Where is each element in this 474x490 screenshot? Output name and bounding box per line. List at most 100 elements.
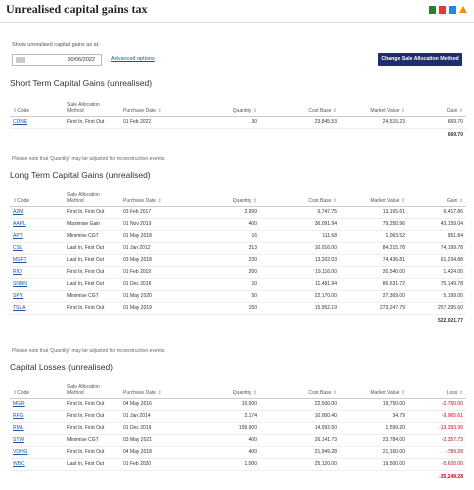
total-row: 522,021.77 [10, 313, 466, 327]
cell: 1,599.20 [340, 422, 408, 435]
holding-row: MSFT Last In, First Out 03 May 2018 230 13,2… [10, 254, 466, 267]
code-link[interactable]: MSFT [10, 254, 64, 267]
code-link[interactable]: CSL [10, 242, 64, 255]
cell [10, 313, 64, 327]
column-header[interactable]: Cost Base [260, 92, 340, 117]
column-header[interactable]: Market Value [340, 184, 408, 207]
column-header[interactable]: Gain [408, 92, 466, 117]
date-value: 30/06/2022 [67, 57, 95, 63]
change-method-button[interactable]: Change Sale Allocation Method [378, 53, 462, 66]
cell: 20,540.00 [340, 266, 408, 279]
cell [340, 313, 408, 327]
cell: 10,016.00 [260, 242, 340, 255]
cell [120, 313, 190, 327]
total-row: 669.70 [10, 127, 466, 141]
cell: 61,234.88 [408, 254, 466, 267]
total-value: 669.70 [408, 127, 466, 141]
code-link[interactable]: SNBN [10, 278, 64, 291]
cell: 10 [190, 278, 260, 291]
cell: Last In, First Out [64, 278, 120, 291]
column-header[interactable]: Loss [408, 376, 466, 399]
cell: Minimise CGT [64, 290, 120, 303]
column-header[interactable]: Purchase Date [120, 92, 190, 117]
column-header[interactable]: Quantity [190, 184, 260, 207]
cell: 03 Feb 2017 [120, 206, 190, 219]
date-input[interactable]: 30/06/2022 [12, 54, 102, 66]
cell: Maximise Gain [64, 218, 120, 231]
holding-row: WBC Last In, First Out 01 Feb 2020 1,000 25,… [10, 458, 466, 471]
cell: 400 [190, 446, 260, 459]
cell: -2,750.00 [408, 398, 466, 411]
excel-icon[interactable] [429, 6, 436, 14]
section-heading: Capital Losses (unrealised) [10, 362, 113, 372]
column-header[interactable]: Purchase Date [120, 184, 190, 207]
cell: 230 [190, 254, 260, 267]
cell: Minimise CGT [64, 434, 120, 447]
cell: -789.28 [408, 446, 466, 459]
cell: Minimise CGT [64, 230, 120, 243]
cell: 16 [190, 230, 260, 243]
share-icon[interactable] [459, 6, 467, 13]
cell: 75,149.78 [408, 278, 466, 291]
column-header[interactable]: Cost Base [260, 376, 340, 399]
cell: 01 Jan 2012 [120, 242, 190, 255]
toolbar-icons[interactable] [428, 4, 468, 16]
code-link[interactable]: AAPL [10, 218, 64, 231]
word-icon[interactable] [449, 6, 456, 14]
cell: 15,952.19 [260, 302, 340, 315]
cell: 74,199.78 [408, 242, 466, 255]
cell: 30 [190, 116, 260, 129]
holding-row: A2M First In, First Out 03 Feb 2017 2,999 6,… [10, 206, 466, 219]
column-header[interactable]: Code [10, 376, 64, 399]
cell: 01 Jan 2014 [120, 410, 190, 423]
cell [120, 469, 190, 483]
cell: First In, First Out [64, 446, 120, 459]
cell: 01 Nov 2019 [120, 218, 190, 231]
cell: 19,750.00 [340, 398, 408, 411]
cell: 01 Feb 2020 [120, 458, 190, 471]
code-link[interactable]: WBC [10, 458, 64, 471]
code-link[interactable]: TSLA [10, 302, 64, 315]
code-link[interactable]: SPY [10, 290, 64, 303]
cell: 01 Dec 2019 [120, 422, 190, 435]
code-link[interactable]: CDNE [10, 116, 64, 129]
code-link[interactable]: APT [10, 230, 64, 243]
column-header[interactable]: Gain [408, 184, 466, 207]
code-link[interactable]: RFG [10, 410, 64, 423]
cell [120, 127, 190, 141]
cell: 200 [190, 266, 260, 279]
column-header[interactable]: Market Value [340, 376, 408, 399]
cell: 951.84 [408, 230, 466, 243]
code-link[interactable]: RIO [10, 266, 64, 279]
code-link[interactable]: VDHG [10, 446, 64, 459]
cell: 23,784.00 [340, 434, 408, 447]
cell [340, 469, 408, 483]
column-header[interactable]: Quantity [190, 376, 260, 399]
cell: 19,116.00 [260, 266, 340, 279]
column-header[interactable]: Code [10, 184, 64, 207]
cell: 74,436.81 [340, 254, 408, 267]
pdf-icon[interactable] [439, 6, 446, 14]
cell [260, 127, 340, 141]
column-header: Sale Allocation Method [64, 92, 120, 117]
advanced-options-link[interactable]: Advanced options [111, 56, 155, 62]
holding-row: STW Minimise CGT 03 May 2021 400 26,141.73 23… [10, 434, 466, 447]
code-link[interactable]: MGR [10, 398, 64, 411]
cell: 25,120.00 [260, 458, 340, 471]
code-link[interactable]: RML [10, 422, 64, 435]
column-header[interactable]: Cost Base [260, 184, 340, 207]
cell: 257,295.60 [408, 302, 466, 315]
cell [10, 127, 64, 141]
column-header[interactable]: Purchase Date [120, 376, 190, 399]
column-header[interactable]: Quantity [190, 92, 260, 117]
column-header[interactable]: Market Value [340, 92, 408, 117]
column-header[interactable]: Code [10, 92, 64, 117]
cell: 1,424.00 [408, 266, 466, 279]
code-link[interactable]: A2M [10, 206, 64, 219]
section-heading: Long Term Capital Gains (unrealised) [10, 170, 151, 180]
cell: -5,620.00 [408, 458, 466, 471]
code-link[interactable]: STW [10, 434, 64, 447]
cell: -2,357.73 [408, 434, 466, 447]
